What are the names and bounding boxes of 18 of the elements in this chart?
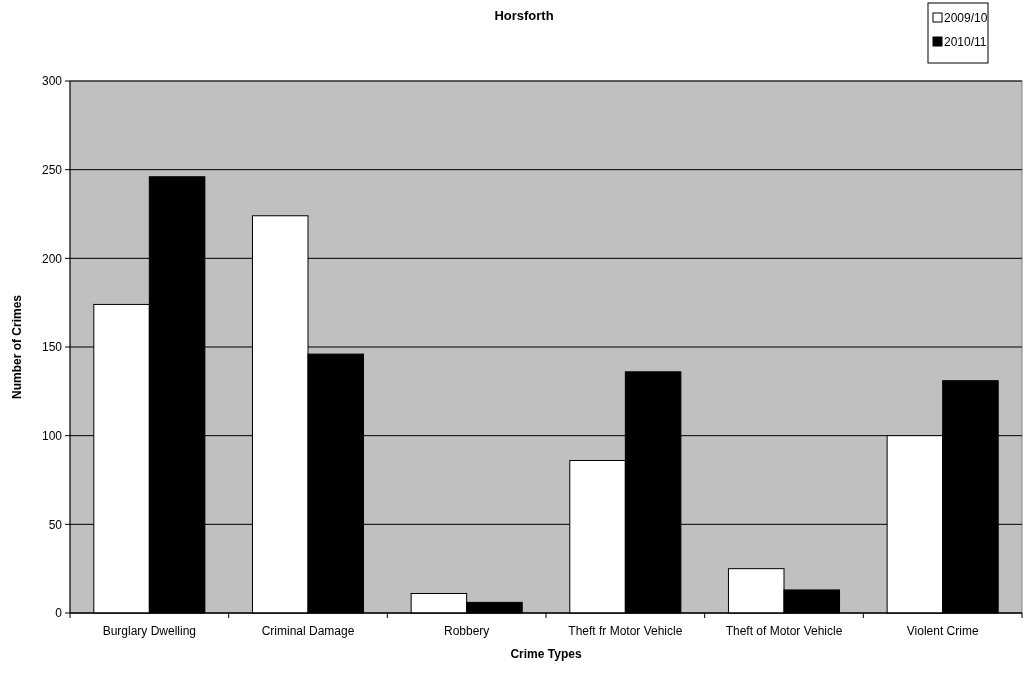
y-tick-label: 200 [41, 251, 63, 266]
chart-title: Horsforth [494, 8, 554, 23]
y-tick-label: 300 [41, 74, 63, 89]
x-tick-label: Robbery [443, 624, 490, 638]
y-tick-label: 50 [48, 517, 63, 532]
y-tick-label: 100 [41, 428, 63, 443]
x-tick-label: Burglary Dwelling [102, 624, 197, 638]
x-axis-title: Crime Types [510, 647, 582, 661]
x-tick-label: Criminal Damage [261, 624, 355, 638]
y-tick-label: 150 [41, 340, 63, 355]
y-axis-title: Number of Crimes [10, 294, 24, 400]
x-tick-label: Violent Crime [906, 624, 979, 638]
x-tick-label: Theft fr Motor Vehicle [568, 624, 683, 638]
y-tick-label: 250 [41, 162, 63, 177]
y-tick-label: 0 [55, 606, 63, 621]
legend-label: 2009/10 [944, 11, 988, 25]
x-tick-label: Theft of Motor Vehicle [725, 624, 843, 638]
legend-label: 2010/11 [944, 35, 987, 49]
